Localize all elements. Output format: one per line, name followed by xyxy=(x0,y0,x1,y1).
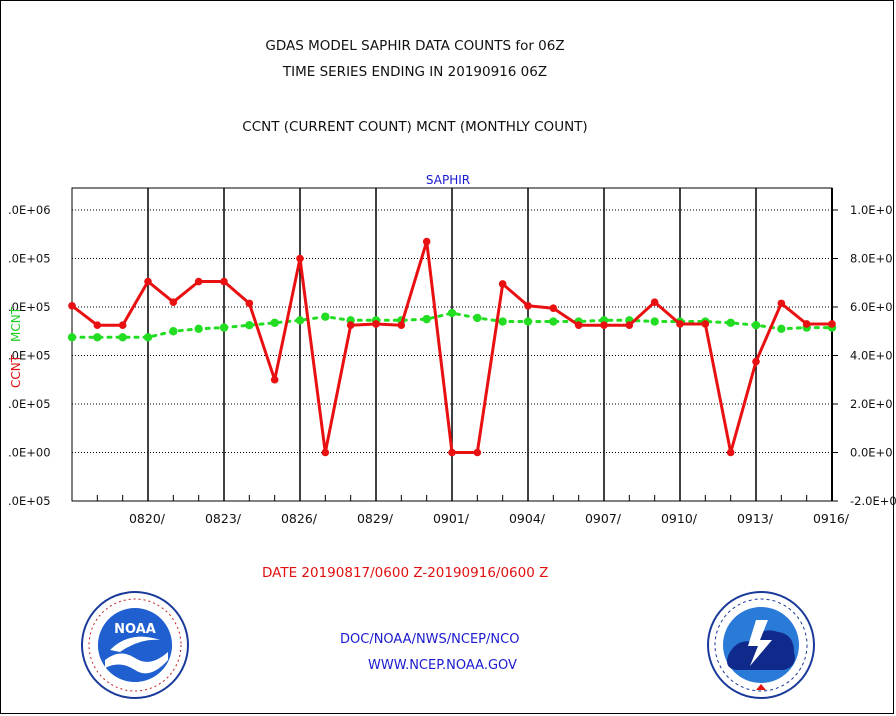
data-point-ccnt xyxy=(169,298,178,306)
data-point-ccnt xyxy=(549,304,558,313)
data-point-mcnt xyxy=(447,308,457,318)
data-point-ccnt xyxy=(625,321,634,329)
right-tick-label: 6.0E+0 xyxy=(850,300,893,314)
data-point-ccnt xyxy=(473,448,482,457)
left-tick-label: .0E+06 xyxy=(8,203,51,217)
data-point-ccnt xyxy=(397,321,406,329)
data-point-mcnt xyxy=(169,327,178,336)
data-point-ccnt xyxy=(498,280,507,288)
data-point-mcnt xyxy=(245,320,254,330)
data-point-ccnt xyxy=(194,277,203,286)
data-point-mcnt xyxy=(219,323,229,332)
data-point-ccnt xyxy=(676,320,684,328)
data-point-ccnt xyxy=(524,301,532,310)
plot-frame xyxy=(71,187,833,502)
data-point-ccnt xyxy=(68,301,76,310)
x-tick-label: 0904/ xyxy=(509,511,546,526)
data-point-mcnt xyxy=(295,316,305,325)
data-point-ccnt xyxy=(752,357,760,366)
left-tick-label: .0E+00 xyxy=(8,446,51,460)
data-point-mcnt xyxy=(523,317,533,326)
y-axis-label-mcnt: MCNT xyxy=(9,306,23,342)
footer-agency: DOC/NOAA/NWS/NCEP/NCO xyxy=(340,632,520,647)
x-tick-label: 0826/ xyxy=(281,511,318,526)
y-axis-label-ccnt: CCNT xyxy=(9,354,23,388)
x-tick-label: 0901/ xyxy=(433,511,470,526)
data-point-mcnt xyxy=(67,333,77,342)
left-tick-label: .0E+05 xyxy=(8,349,51,363)
data-point-mcnt xyxy=(143,333,153,342)
right-tick-label: 8.0E+0 xyxy=(850,252,893,266)
data-point-ccnt xyxy=(346,321,355,329)
date-range-label: DATE 20190817/0600 Z-20190916/0600 Z xyxy=(262,565,549,581)
left-tick-label: .0E+05 xyxy=(8,300,51,314)
noaa-logo: NOAA xyxy=(81,591,189,699)
data-point-ccnt xyxy=(118,321,127,329)
data-point-ccnt xyxy=(448,448,456,457)
chart-title-line3: CCNT (CURRENT COUNT) MCNT (MONTHLY COUNT… xyxy=(242,119,588,135)
x-tick-label: 0829/ xyxy=(357,511,394,526)
data-point-mcnt xyxy=(473,313,482,323)
chart-title-line2: TIME SERIES ENDING IN 20190916 06Z xyxy=(282,64,548,80)
x-tick-label: 0913/ xyxy=(737,511,774,526)
x-tick-label: 0820/ xyxy=(129,511,166,526)
x-tick-label: 0907/ xyxy=(585,511,622,526)
data-point-ccnt xyxy=(600,321,608,329)
data-point-ccnt xyxy=(270,375,279,384)
left-tick-label: .0E+05 xyxy=(8,494,51,508)
nws-logo xyxy=(707,591,815,699)
data-point-mcnt xyxy=(650,317,659,326)
data-point-ccnt xyxy=(828,320,836,328)
footer-website[interactable]: WWW.NCEP.NOAA.GOV xyxy=(368,658,517,673)
data-point-mcnt xyxy=(498,317,507,326)
data-point-mcnt xyxy=(194,324,203,334)
data-point-mcnt xyxy=(751,320,761,330)
data-point-mcnt xyxy=(321,312,330,321)
right-tick-label: 1.0E+0 xyxy=(850,203,893,217)
data-point-ccnt xyxy=(650,298,659,306)
data-point-mcnt xyxy=(726,318,735,327)
right-tick-label: 0.0E+0 xyxy=(850,446,893,460)
chart-subtitle: SAPHIR xyxy=(426,173,470,187)
data-point-ccnt xyxy=(220,277,228,286)
data-point-mcnt xyxy=(93,333,102,342)
right-tick-label: 4.0E+0 xyxy=(850,349,893,363)
x-tick-label: 0916/ xyxy=(813,511,850,526)
data-point-ccnt xyxy=(777,299,786,308)
right-tick-label: -2.0E+0 xyxy=(850,494,896,508)
x-tick-label: 0910/ xyxy=(661,511,698,526)
data-point-ccnt xyxy=(372,320,380,328)
data-point-mcnt xyxy=(422,314,431,324)
left-tick-label: .0E+05 xyxy=(8,397,51,411)
data-point-ccnt xyxy=(701,320,710,328)
noaa-logo-text: NOAA xyxy=(114,622,156,637)
data-point-ccnt xyxy=(245,299,254,308)
x-tick-label: 0823/ xyxy=(205,511,242,526)
data-point-ccnt xyxy=(422,237,431,246)
data-point-ccnt xyxy=(321,448,330,457)
data-point-mcnt xyxy=(118,333,127,342)
right-tick-label: 2.0E+0 xyxy=(850,397,893,411)
data-point-mcnt xyxy=(549,317,558,326)
data-point-ccnt xyxy=(93,321,102,329)
data-point-ccnt xyxy=(574,321,583,329)
data-point-mcnt xyxy=(270,318,279,327)
left-tick-label: .0E+05 xyxy=(8,252,51,266)
data-point-ccnt xyxy=(802,320,811,328)
data-point-ccnt xyxy=(726,448,735,457)
data-point-mcnt xyxy=(777,324,786,334)
chart-title-line1: GDAS MODEL SAPHIR DATA COUNTS for 06Z xyxy=(265,38,565,54)
data-point-ccnt xyxy=(296,254,304,263)
data-point-ccnt xyxy=(144,277,152,286)
